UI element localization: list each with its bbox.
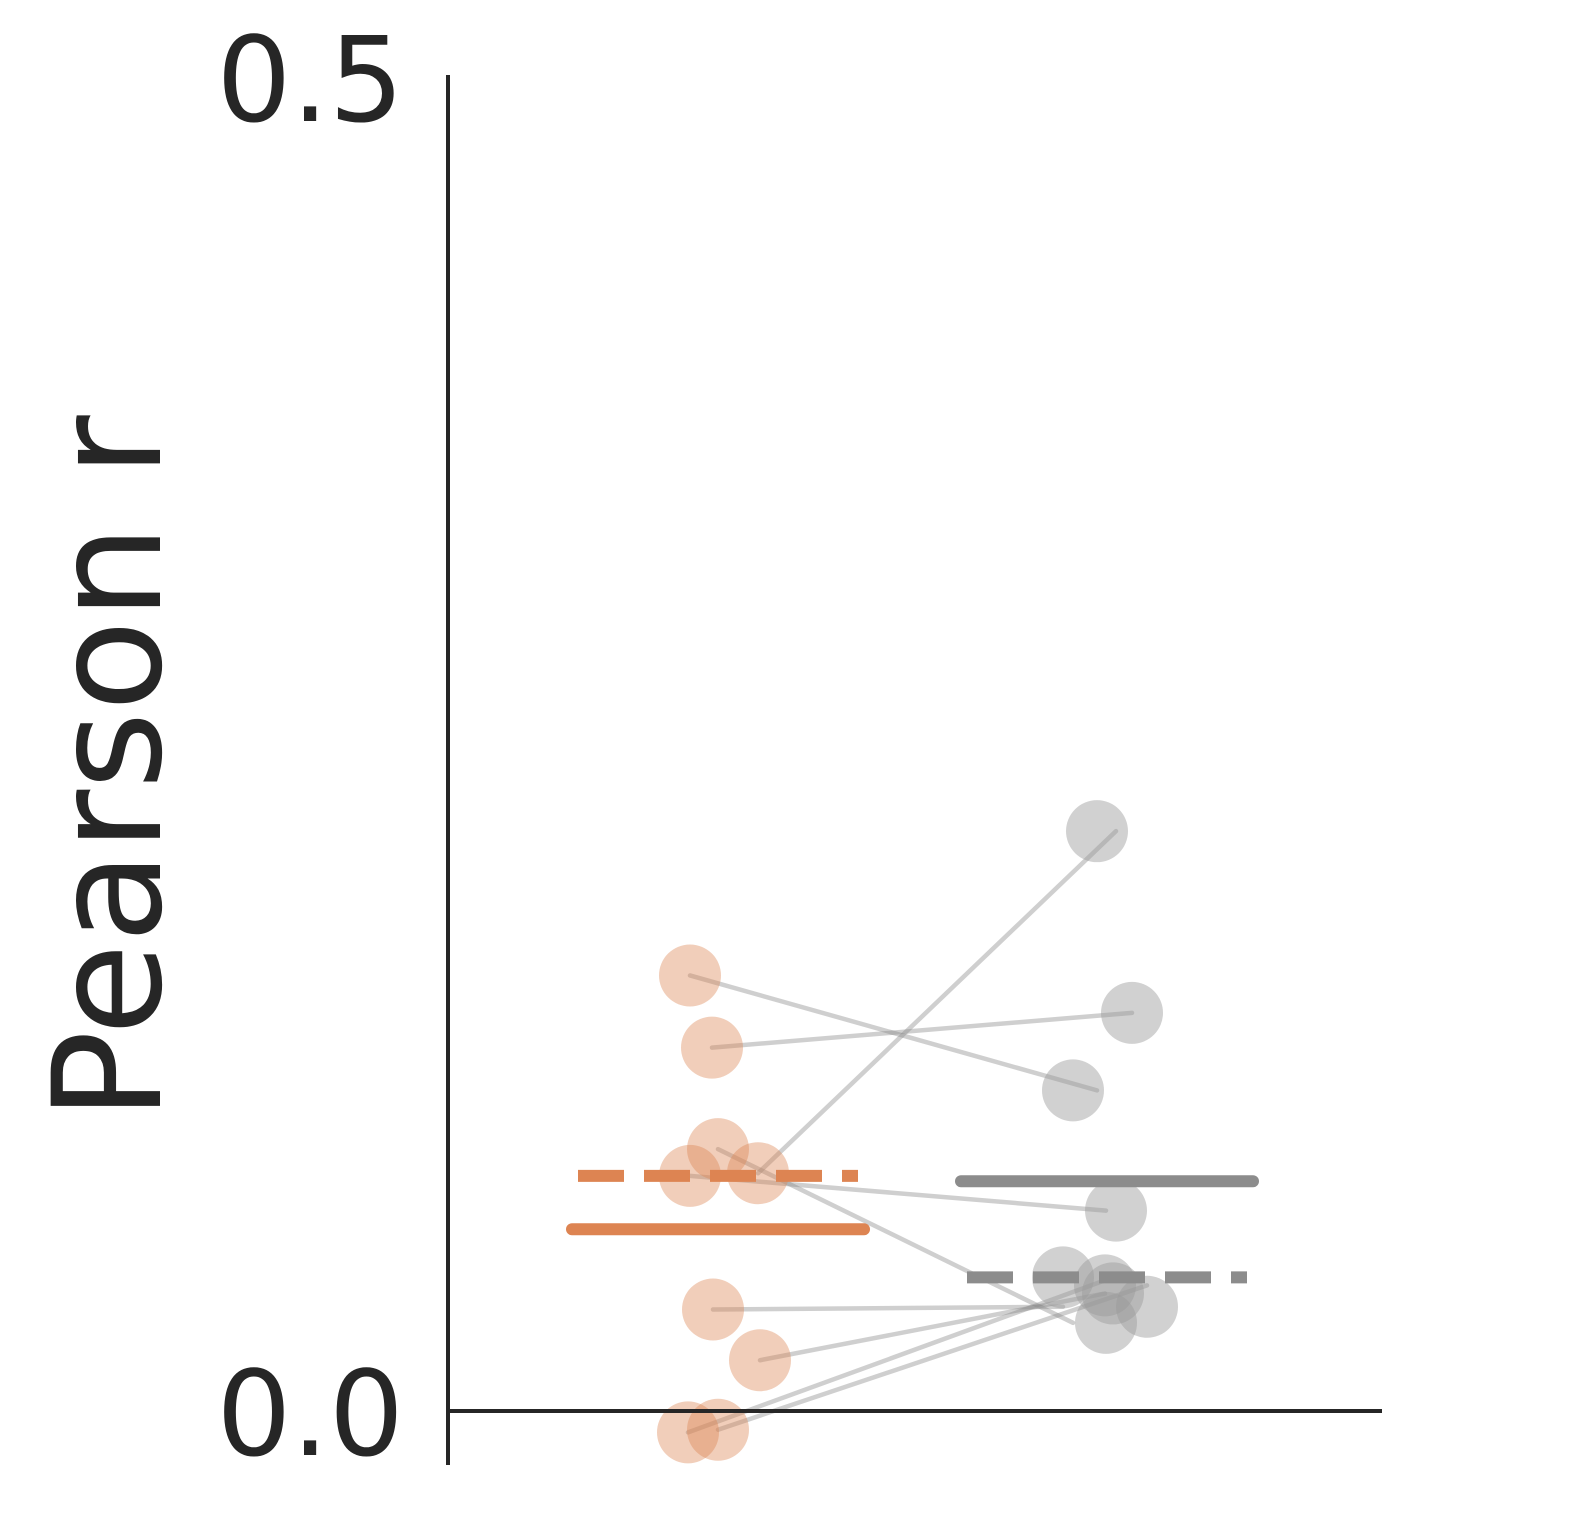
data-point bbox=[1074, 1254, 1136, 1317]
pair-line bbox=[715, 1283, 1150, 1432]
data-point bbox=[729, 1329, 791, 1392]
pair-line bbox=[687, 973, 1100, 1093]
pair-line bbox=[687, 1173, 1109, 1213]
pair-line bbox=[757, 1291, 1108, 1363]
data-point bbox=[1042, 1059, 1104, 1122]
pair-line bbox=[685, 1275, 1116, 1435]
data-point bbox=[681, 1016, 743, 1079]
y-axis-label: Pearson r bbox=[22, 415, 196, 1121]
pair-line bbox=[709, 1010, 1135, 1050]
summary-lines bbox=[566, 1169, 1259, 1284]
data-point bbox=[727, 1142, 789, 1205]
data-point bbox=[687, 1398, 749, 1461]
pair-line bbox=[710, 1304, 1066, 1312]
data-point bbox=[1075, 1291, 1137, 1354]
data-point bbox=[1101, 981, 1163, 1044]
data-point bbox=[682, 1278, 744, 1341]
pair-line bbox=[755, 828, 1119, 1176]
data-point bbox=[1116, 1275, 1178, 1338]
y-tick-label-top: 0.5 bbox=[216, 11, 404, 149]
data-point bbox=[1085, 1179, 1147, 1242]
data-point bbox=[687, 1118, 749, 1181]
data-point bbox=[657, 1401, 719, 1464]
data-point bbox=[659, 944, 721, 1007]
data-points bbox=[657, 800, 1178, 1464]
y-tick-label-bottom: 0.0 bbox=[216, 1345, 404, 1483]
data-point bbox=[1066, 800, 1128, 863]
